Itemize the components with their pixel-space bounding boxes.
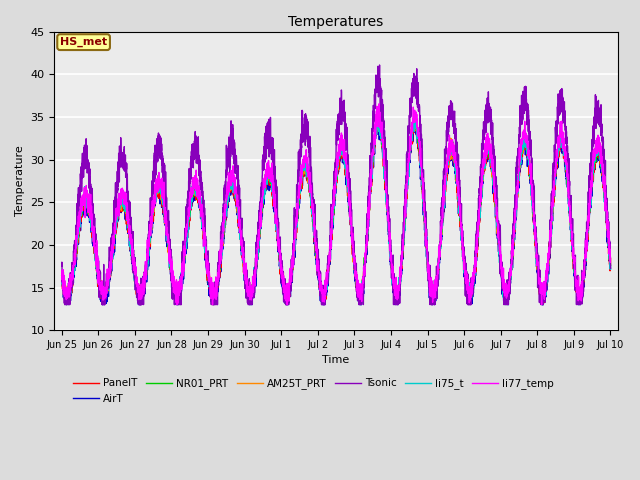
- li75_t: [289, 270, 296, 276]
- PanelT: [457, 228, 465, 233]
- li77_temp: [590, 147, 598, 153]
- li77_temp: [563, 161, 570, 167]
- NR01_PRT: [289, 264, 296, 270]
- li75_t: [457, 214, 465, 220]
- AirT: [62, 302, 70, 308]
- Line: AirT: AirT: [61, 121, 611, 305]
- PanelT: [319, 294, 326, 300]
- PanelT: [607, 262, 614, 267]
- AirT: [319, 296, 326, 302]
- Text: HS_met: HS_met: [60, 37, 107, 47]
- Line: PanelT: PanelT: [61, 112, 611, 305]
- Line: Tsonic: Tsonic: [61, 65, 611, 305]
- PanelT: [563, 171, 570, 177]
- NR01_PRT: [319, 286, 326, 291]
- AM25T_PRT: [289, 262, 296, 267]
- Tsonic: [607, 265, 614, 271]
- li75_t: [246, 302, 254, 308]
- Tsonic: [590, 123, 598, 129]
- AM25T_PRT: [293, 222, 301, 228]
- AirT: [293, 219, 301, 225]
- li75_t: [607, 266, 614, 272]
- li75_t: [590, 159, 598, 165]
- NR01_PRT: [63, 302, 70, 308]
- NR01_PRT: [457, 220, 465, 226]
- NR01_PRT: [58, 274, 65, 280]
- NR01_PRT: [607, 263, 614, 268]
- Line: AM25T_PRT: AM25T_PRT: [61, 114, 611, 302]
- AirT: [457, 223, 465, 229]
- Tsonic: [289, 252, 296, 258]
- NR01_PRT: [590, 159, 598, 165]
- NR01_PRT: [293, 216, 301, 221]
- Line: NR01_PRT: NR01_PRT: [61, 114, 611, 305]
- li77_temp: [293, 201, 301, 206]
- AirT: [563, 182, 570, 188]
- AirT: [411, 118, 419, 124]
- AirT: [289, 269, 296, 275]
- li77_temp: [289, 254, 296, 260]
- NR01_PRT: [412, 111, 419, 117]
- AM25T_PRT: [457, 223, 465, 229]
- li75_t: [293, 224, 301, 230]
- PanelT: [137, 302, 145, 308]
- li75_t: [563, 161, 570, 167]
- li75_t: [58, 277, 65, 283]
- li75_t: [319, 299, 326, 305]
- AM25T_PRT: [607, 256, 614, 262]
- PanelT: [58, 272, 65, 277]
- PanelT: [590, 169, 598, 175]
- Tsonic: [457, 215, 465, 221]
- AirT: [58, 276, 65, 282]
- AM25T_PRT: [590, 163, 598, 168]
- Tsonic: [293, 199, 301, 204]
- Tsonic: [563, 141, 570, 147]
- li77_temp: [607, 255, 614, 261]
- Tsonic: [376, 62, 383, 68]
- AM25T_PRT: [563, 163, 570, 168]
- li75_t: [373, 109, 381, 115]
- Y-axis label: Temperature: Temperature: [15, 145, 25, 216]
- Line: li77_temp: li77_temp: [61, 104, 611, 305]
- AM25T_PRT: [411, 111, 419, 117]
- Line: li75_t: li75_t: [61, 112, 611, 305]
- li77_temp: [457, 223, 465, 228]
- PanelT: [374, 109, 382, 115]
- NR01_PRT: [563, 169, 570, 175]
- AirT: [607, 266, 614, 272]
- li77_temp: [173, 302, 181, 308]
- Bar: [54, 74, 618, 117]
- PanelT: [289, 265, 296, 271]
- li77_temp: [58, 275, 65, 281]
- Tsonic: [58, 264, 65, 269]
- Legend: PanelT, AirT, NR01_PRT, AM25T_PRT, Tsonic, li75_t, li77_temp: PanelT, AirT, NR01_PRT, AM25T_PRT, Tsoni…: [69, 374, 558, 408]
- AM25T_PRT: [246, 300, 253, 305]
- li77_temp: [375, 101, 383, 107]
- Tsonic: [319, 288, 326, 294]
- Title: Temperatures: Temperatures: [289, 15, 384, 29]
- PanelT: [293, 216, 301, 221]
- AirT: [590, 164, 598, 169]
- X-axis label: Time: Time: [323, 356, 349, 365]
- AM25T_PRT: [58, 273, 65, 278]
- AM25T_PRT: [319, 292, 326, 298]
- li77_temp: [319, 287, 326, 293]
- Tsonic: [61, 302, 68, 308]
